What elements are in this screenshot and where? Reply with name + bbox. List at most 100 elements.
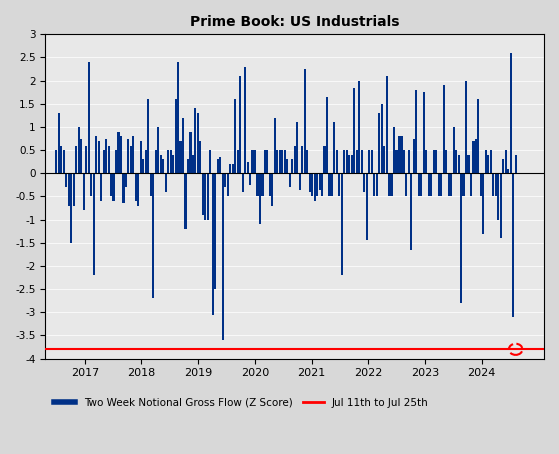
- Bar: [472, 141, 475, 173]
- Bar: [63, 150, 65, 173]
- Bar: [286, 159, 288, 173]
- Bar: [68, 173, 70, 206]
- Bar: [169, 150, 172, 173]
- Bar: [346, 150, 348, 173]
- Bar: [172, 155, 174, 173]
- Bar: [433, 150, 435, 173]
- Bar: [460, 173, 462, 303]
- Bar: [341, 173, 343, 275]
- Bar: [423, 92, 425, 173]
- Bar: [100, 173, 102, 201]
- Bar: [482, 173, 485, 233]
- Bar: [155, 150, 157, 173]
- Bar: [262, 173, 263, 197]
- Bar: [182, 118, 184, 173]
- Bar: [60, 145, 63, 173]
- Bar: [465, 81, 467, 173]
- Bar: [224, 173, 226, 187]
- Bar: [515, 155, 517, 173]
- Bar: [351, 155, 353, 173]
- Bar: [138, 173, 139, 206]
- Bar: [205, 173, 206, 220]
- Bar: [420, 173, 423, 197]
- Bar: [455, 150, 457, 173]
- Bar: [326, 97, 328, 173]
- Bar: [102, 150, 105, 173]
- Bar: [107, 145, 110, 173]
- Bar: [495, 173, 497, 197]
- Bar: [487, 155, 489, 173]
- Bar: [78, 127, 80, 173]
- Bar: [299, 173, 301, 189]
- Bar: [450, 173, 452, 197]
- Bar: [319, 173, 321, 189]
- Bar: [229, 164, 231, 173]
- Bar: [403, 150, 405, 173]
- Bar: [127, 138, 130, 173]
- Bar: [239, 76, 241, 173]
- Bar: [160, 155, 162, 173]
- Bar: [301, 145, 303, 173]
- Bar: [143, 159, 144, 173]
- Bar: [321, 173, 323, 197]
- Bar: [219, 157, 221, 173]
- Bar: [505, 150, 507, 173]
- Bar: [311, 173, 313, 197]
- Bar: [132, 136, 134, 173]
- Bar: [207, 173, 209, 220]
- Bar: [83, 173, 85, 210]
- Bar: [98, 141, 100, 173]
- Bar: [497, 173, 499, 220]
- Bar: [492, 173, 494, 197]
- Bar: [58, 113, 60, 173]
- Bar: [281, 150, 283, 173]
- Bar: [507, 169, 509, 173]
- Bar: [234, 99, 236, 173]
- Bar: [244, 67, 246, 173]
- Bar: [475, 138, 477, 173]
- Bar: [276, 150, 278, 173]
- Bar: [490, 150, 492, 173]
- Bar: [177, 62, 179, 173]
- Bar: [391, 173, 392, 197]
- Bar: [120, 136, 122, 173]
- Bar: [202, 173, 204, 215]
- Bar: [358, 81, 361, 173]
- Bar: [418, 173, 420, 197]
- Bar: [264, 150, 266, 173]
- Bar: [288, 173, 291, 187]
- Bar: [470, 173, 472, 197]
- Bar: [500, 173, 502, 238]
- Bar: [284, 150, 286, 173]
- Bar: [368, 150, 370, 173]
- Bar: [249, 173, 251, 185]
- Bar: [269, 173, 271, 197]
- Bar: [187, 159, 189, 173]
- Bar: [65, 173, 68, 187]
- Bar: [348, 155, 350, 173]
- Bar: [241, 173, 244, 192]
- Bar: [428, 173, 430, 197]
- Title: Prime Book: US Industrials: Prime Book: US Industrials: [190, 15, 399, 29]
- Bar: [373, 173, 375, 197]
- Bar: [167, 150, 169, 173]
- Bar: [130, 145, 132, 173]
- Bar: [112, 173, 115, 201]
- Bar: [425, 150, 427, 173]
- Bar: [279, 150, 281, 173]
- Bar: [291, 159, 293, 173]
- Bar: [440, 173, 442, 197]
- Bar: [150, 173, 152, 197]
- Bar: [192, 155, 194, 173]
- Bar: [115, 150, 117, 173]
- Bar: [462, 173, 465, 197]
- Bar: [324, 145, 325, 173]
- Bar: [162, 159, 164, 173]
- Bar: [395, 150, 397, 173]
- Bar: [388, 173, 390, 197]
- Bar: [252, 150, 254, 173]
- Bar: [254, 150, 256, 173]
- Bar: [195, 109, 197, 173]
- Bar: [122, 173, 125, 203]
- Bar: [435, 150, 437, 173]
